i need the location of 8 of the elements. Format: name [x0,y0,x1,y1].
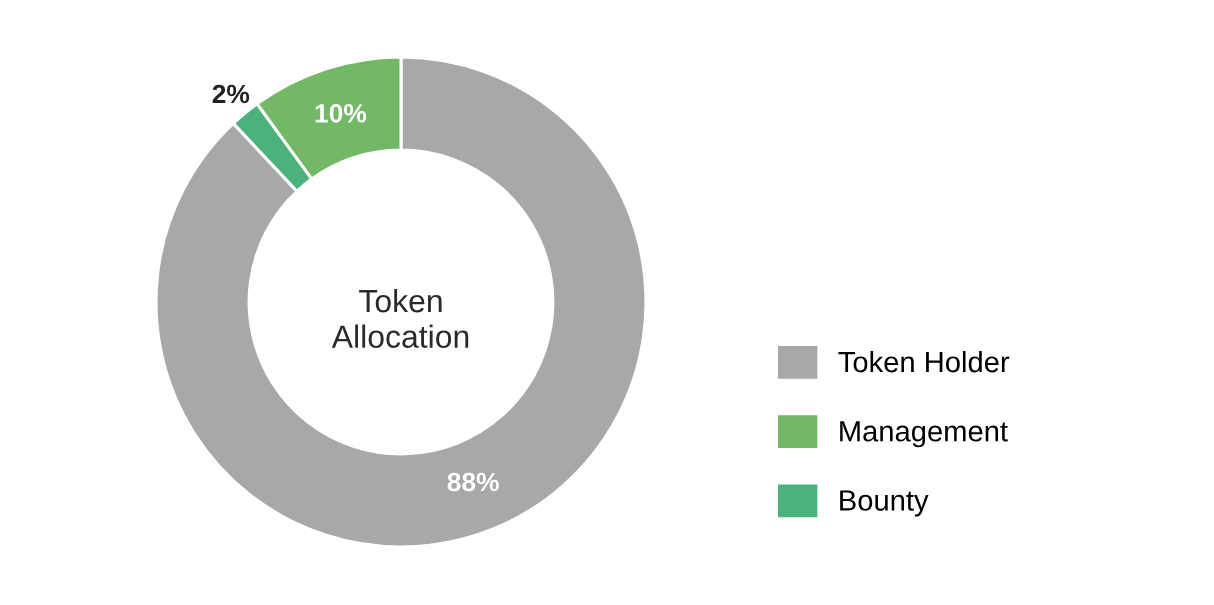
data-label: 2% [212,84,250,104]
legend-label: Token Holder [838,350,1010,373]
text: Token Allocation [331,288,469,348]
legend-label: Management [840,421,1008,448]
data-label: 10% [315,103,367,123]
donut-slice [154,55,648,549]
data-label: 88% [447,472,499,492]
legend-label: Bounty [840,490,929,517]
